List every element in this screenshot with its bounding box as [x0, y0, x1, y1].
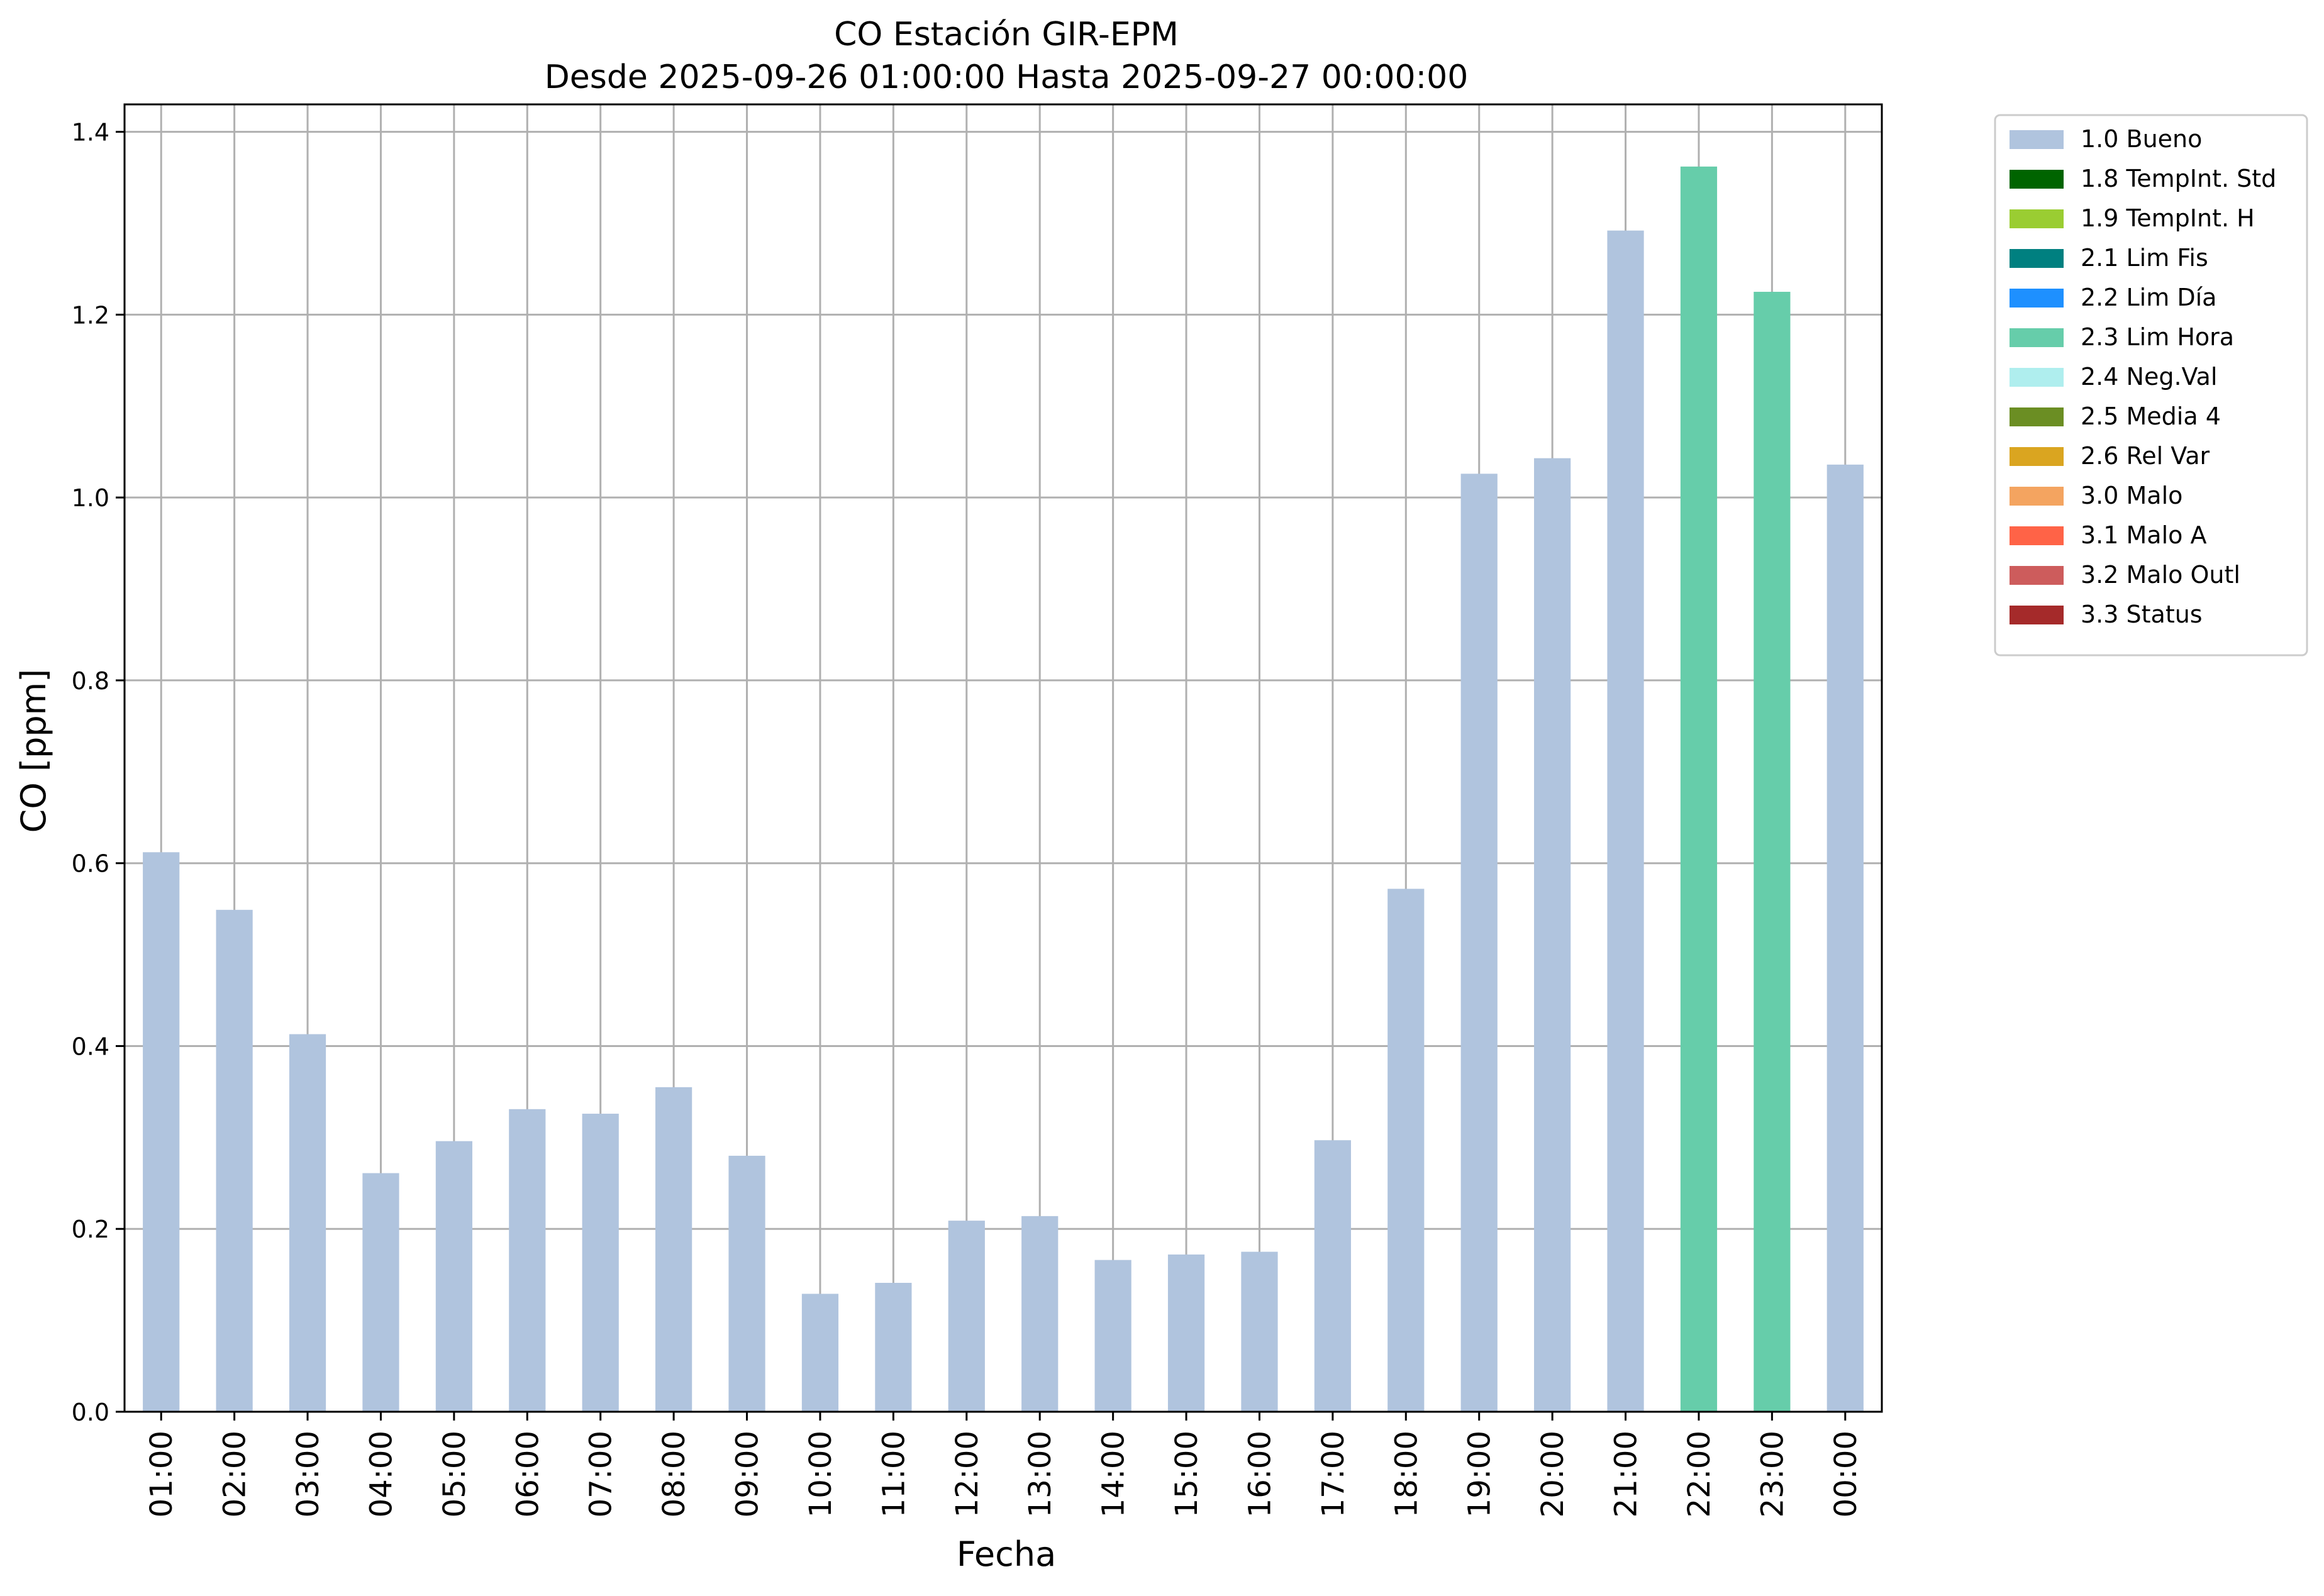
bar-14:00 — [1094, 1260, 1131, 1412]
x-tick-label: 00:00 — [1828, 1431, 1864, 1517]
bar-21:00 — [1607, 230, 1644, 1412]
bar-20:00 — [1534, 458, 1571, 1412]
x-tick-label: 10:00 — [803, 1431, 838, 1517]
x-tick-label: 05:00 — [437, 1431, 472, 1517]
legend-swatch — [2010, 368, 2064, 387]
x-tick-label: 09:00 — [730, 1431, 765, 1517]
x-tick-label: 23:00 — [1755, 1431, 1790, 1517]
bar-05:00 — [435, 1141, 472, 1412]
bar-10:00 — [801, 1294, 839, 1412]
legend-label: 3.2 Malo Outl — [2081, 561, 2240, 589]
chart-title: CO Estación GIR-EPM — [834, 16, 1179, 53]
bar-01:00 — [143, 852, 180, 1412]
legend-swatch — [2010, 606, 2064, 624]
legend-swatch — [2010, 407, 2064, 426]
legend-label: 1.0 Bueno — [2081, 125, 2202, 153]
y-tick-label: 1.2 — [72, 301, 109, 329]
legend-swatch — [2010, 289, 2064, 308]
bar-23:00 — [1754, 292, 1791, 1412]
legend-swatch — [2010, 130, 2064, 149]
legend-label: 3.1 Malo A — [2081, 521, 2206, 549]
bar-09:00 — [728, 1155, 765, 1412]
x-tick-label: 11:00 — [876, 1431, 911, 1517]
legend-label: 3.3 Status — [2081, 601, 2203, 628]
legend-label: 2.4 Neg.Val — [2081, 363, 2217, 391]
x-tick-label: 22:00 — [1682, 1431, 1717, 1517]
x-tick-label: 02:00 — [218, 1431, 253, 1517]
x-tick-label: 08:00 — [657, 1431, 692, 1517]
bar-17:00 — [1314, 1140, 1351, 1412]
x-tick-label: 01:00 — [144, 1431, 179, 1517]
x-tick-label: 13:00 — [1023, 1431, 1058, 1517]
legend-label: 2.5 Media 4 — [2081, 402, 2221, 430]
legend-swatch — [2010, 487, 2064, 506]
legend-swatch — [2010, 170, 2064, 189]
y-tick-label: 0.2 — [72, 1216, 109, 1243]
x-tick-label: 12:00 — [950, 1431, 985, 1517]
legend-swatch — [2010, 566, 2064, 585]
y-tick-label: 0.6 — [72, 850, 109, 878]
legend-swatch — [2010, 328, 2064, 347]
bar-02:00 — [216, 909, 253, 1412]
x-tick-label: 07:00 — [584, 1431, 619, 1517]
x-tick-label: 21:00 — [1609, 1431, 1644, 1517]
legend-label: 2.3 Lim Hora — [2081, 323, 2234, 351]
y-tick-label: 0.0 — [72, 1399, 109, 1426]
bar-22:00 — [1680, 166, 1718, 1412]
x-tick-label: 19:00 — [1462, 1431, 1498, 1517]
axes: 0.0 0.2 0.4 0.6 0.8 1.0 1.2 1.4 01:00 02:00 03:00 0… — [72, 103, 1883, 1517]
x-tick-label: 03:00 — [291, 1431, 326, 1517]
legend-label: 2.6 Rel Var — [2081, 442, 2210, 470]
x-tick-label: 06:00 — [510, 1431, 545, 1517]
y-tick-label: 0.4 — [72, 1033, 109, 1060]
y-tick-label: 1.0 — [72, 484, 109, 512]
x-axis-label: Fecha — [957, 1534, 1056, 1574]
legend-swatch — [2010, 249, 2064, 268]
x-tick-label: 20:00 — [1535, 1431, 1571, 1517]
legend-swatch — [2010, 526, 2064, 545]
bar-13:00 — [1021, 1216, 1059, 1412]
bar-06:00 — [509, 1109, 546, 1412]
bar-16:00 — [1241, 1251, 1278, 1412]
legend-label: 3.0 Malo — [2081, 482, 2182, 509]
bar-15:00 — [1167, 1254, 1205, 1412]
x-tick-label: 18:00 — [1389, 1431, 1424, 1517]
y-tick-label: 0.8 — [72, 667, 109, 695]
bar-04:00 — [362, 1173, 399, 1412]
bar-08:00 — [655, 1087, 692, 1412]
legend-label: 1.8 TempInt. Std — [2081, 165, 2276, 192]
legend-label: 1.9 TempInt. H — [2081, 204, 2255, 232]
y-axis-label: CO [ppm] — [14, 669, 53, 833]
x-tick-label: 14:00 — [1096, 1431, 1131, 1517]
x-tick-label: 04:00 — [364, 1431, 399, 1517]
bar-00:00 — [1826, 464, 1864, 1412]
legend: 1.0 Bueno 1.8 TempInt. Std 1.9 TempInt. H 2… — [1994, 114, 2308, 657]
bar-07:00 — [582, 1114, 619, 1412]
bar-series — [143, 166, 1864, 1412]
bar-19:00 — [1460, 474, 1498, 1412]
x-tick-label: 16:00 — [1242, 1431, 1277, 1517]
bar-18:00 — [1387, 889, 1425, 1412]
bar-11:00 — [875, 1283, 912, 1412]
legend-label: 2.1 Lim Fis — [2081, 244, 2208, 272]
legend-swatch — [2010, 209, 2064, 228]
y-tick-label: 1.4 — [72, 119, 109, 147]
legend-swatch — [2010, 447, 2064, 466]
plot-frame — [123, 103, 1883, 1413]
chart-subtitle: Desde 2025-09-26 01:00:00 Hasta 2025-09-… — [545, 58, 1469, 96]
x-tick-label: 15:00 — [1169, 1431, 1204, 1517]
legend-label: 2.2 Lim Día — [2081, 284, 2216, 311]
bar-03:00 — [289, 1034, 326, 1412]
legend-box — [1994, 114, 2308, 657]
bar-12:00 — [948, 1221, 985, 1412]
x-tick-label: 17:00 — [1316, 1431, 1351, 1517]
